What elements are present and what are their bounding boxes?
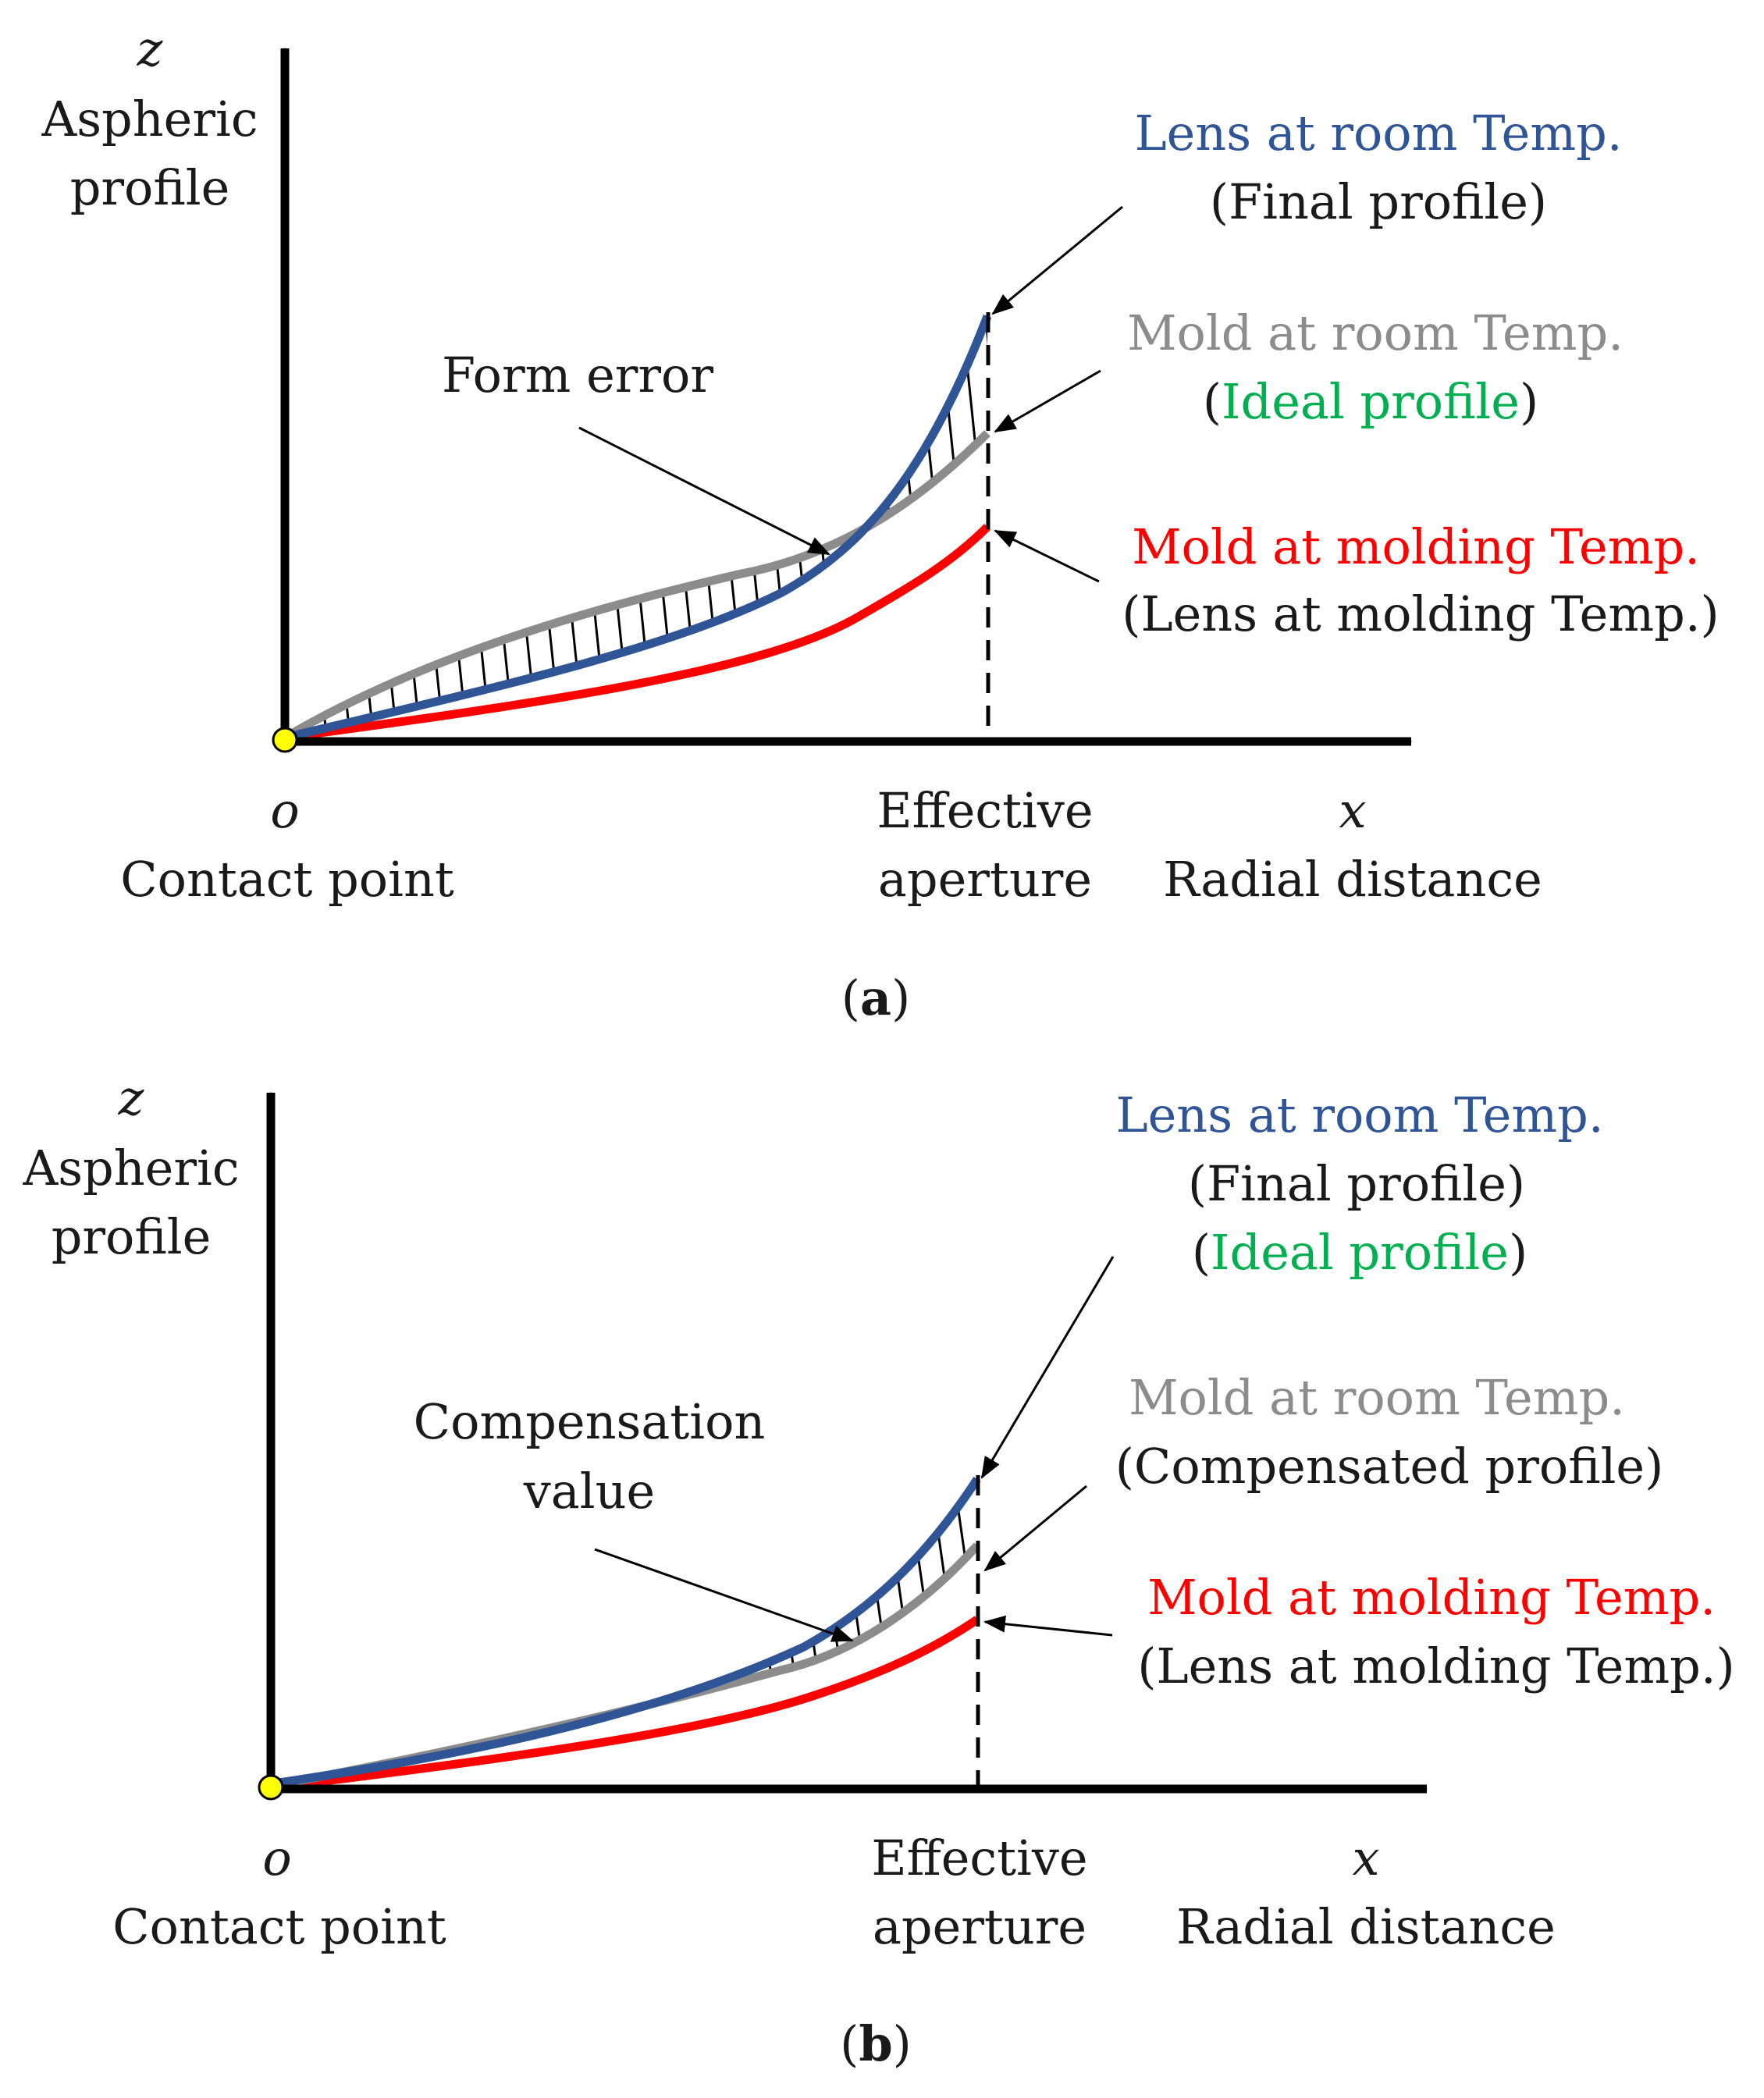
legend-mold-molding: Mold at molding Temp. (1147, 1569, 1716, 1626)
hatch-line (999, 1467, 1046, 1795)
aperture-label-line1: Effective (877, 782, 1093, 839)
hatch-line (342, 1479, 392, 1783)
y-axis-title-line1: Aspheric (41, 91, 258, 148)
y-axis-title-line2: profile (70, 159, 230, 216)
hatch-line (763, 1479, 813, 1783)
legend-mold-molding: Mold at molding Temp. (1132, 518, 1700, 575)
hatch-line (880, 1479, 930, 1783)
mold-molding-arrow (994, 529, 1100, 583)
mold-at-molding-temp-curve (284, 524, 990, 742)
legend-lens-room-note: (Final profile) (1210, 173, 1547, 230)
legend-mold-molding-note: (Lens at molding Temp.) (1122, 585, 1720, 642)
legend-mold-room-note: (Compensated profile) (1115, 1438, 1664, 1495)
origin-dot (272, 727, 298, 753)
mold-at-molding-temp-curve (272, 1616, 980, 1792)
mold-at-room-temp-curve (272, 1542, 981, 1790)
origin-label: Contact point (120, 851, 454, 908)
caption-b: (b) (840, 2015, 912, 2072)
hatch-line (1022, 1467, 1069, 1795)
hatch-line (693, 1479, 743, 1783)
hatch-line (318, 1479, 368, 1783)
lens-room-arrow (980, 1256, 1115, 1479)
x-axis-symbol: x (1353, 1830, 1380, 1886)
legend-mold-room-note: (Ideal profile) (1203, 373, 1538, 430)
hatch-line (273, 1479, 322, 1783)
caption-a: (a) (841, 969, 911, 1026)
hatch-line (389, 1479, 439, 1783)
hatch-line (303, 316, 353, 738)
aperture-label-line2: aperture (878, 851, 1092, 908)
hatch-line (365, 1479, 415, 1783)
y-axis-title-line1: Aspheric (22, 1140, 239, 1197)
hatch-line (982, 316, 987, 738)
hatch-line (740, 1479, 790, 1783)
mold-at-room-temp-curve (283, 430, 990, 741)
ideal-profile-label: Ideal profile (1222, 373, 1520, 430)
panel-a: z Aspheric profile Form error Lens at ro… (41, 20, 1719, 1026)
hatch-line (771, 316, 821, 738)
legend-lens-room-note: (Final profile) (1188, 1155, 1525, 1212)
x-axis-symbol: x (1339, 782, 1367, 839)
hatch-line (717, 1479, 766, 1783)
mold-room-arrow (994, 369, 1101, 433)
legend-lens-room: Lens at room Temp. (1115, 1086, 1603, 1143)
hatch-line (904, 1479, 954, 1783)
hatch-line (1030, 297, 1077, 749)
lens-room-arrow (991, 205, 1123, 315)
mold-molding-arrow (983, 1615, 1113, 1637)
hatch-line (912, 316, 962, 738)
hatch-line (888, 316, 938, 738)
hatch-line (818, 316, 868, 738)
lens-at-room-temp-curve (272, 1476, 981, 1788)
legend-mold-molding-note: (Lens at molding Temp.) (1137, 1638, 1735, 1694)
hatch-line (795, 316, 845, 738)
lens-at-room-temp-curve (283, 315, 992, 742)
hatch-line (974, 1479, 977, 1783)
aperture-label-line1: Effective (871, 1830, 1087, 1886)
legend-lens-room-note2: (Ideal profile) (1192, 1224, 1527, 1281)
legend-mold-room: Mold at room Temp. (1127, 304, 1624, 361)
origin-symbol: o (262, 1830, 291, 1886)
x-axis-title: Radial distance (1163, 851, 1542, 908)
z-axis-symbol: z (137, 20, 163, 77)
hatch-line (295, 1479, 345, 1783)
compensation-label-line1: Compensation (414, 1393, 766, 1450)
hatch-line (273, 1479, 275, 1783)
origin-symbol: o (270, 782, 299, 839)
compensation-label-line2: value (523, 1463, 655, 1520)
ideal-profile-label: Ideal profile (1211, 1224, 1509, 1281)
origin-label: Contact point (112, 1898, 446, 1955)
form-error-arrow (578, 426, 830, 556)
y-axis-title-line2: profile (52, 1208, 212, 1265)
x-axis-title: Radial distance (1176, 1898, 1556, 1955)
aperture-label-line2: aperture (873, 1898, 1086, 1955)
hatch-line (935, 316, 985, 738)
hatch-line (1007, 297, 1054, 749)
hatch-line (670, 1479, 720, 1783)
panel-b: z Aspheric profile Compensation value Le… (22, 1069, 1734, 2072)
origin-dot (258, 1774, 284, 1801)
z-axis-symbol: z (118, 1069, 144, 1126)
legend-lens-room: Lens at room Temp. (1134, 105, 1622, 162)
mold-room-arrow (983, 1485, 1087, 1572)
hatch-line (748, 316, 798, 738)
hatch-line (234, 297, 281, 749)
legend-mold-room: Mold at room Temp. (1129, 1369, 1625, 1426)
compensation-arrow (594, 1548, 854, 1642)
form-error-label: Form error (442, 347, 713, 404)
hatch-line (326, 316, 376, 738)
